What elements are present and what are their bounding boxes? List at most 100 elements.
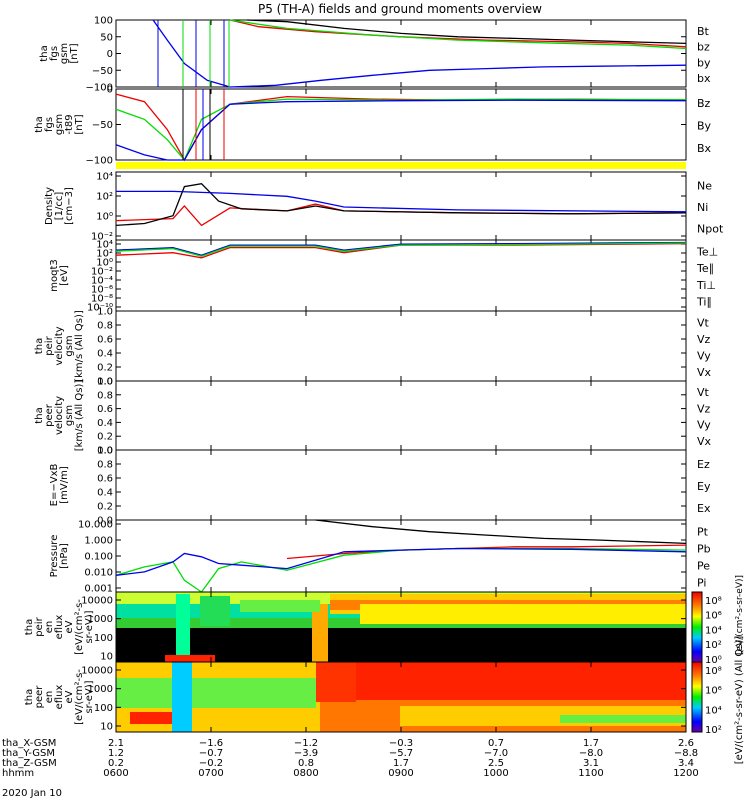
series-Bt — [247, 19, 687, 45]
panel-p5: tha peir velocity gsm [km/s (All Qs)] 1.0 0.8 0… — [34, 307, 712, 388]
colorbar-tick-label: 10² — [705, 640, 722, 651]
y-tick-label: 10⁻⁸ — [91, 294, 113, 305]
y-axis-label: tha — [34, 338, 45, 354]
axis-row-label: tha_Z-GSM — [2, 758, 57, 769]
series-Bx — [115, 99, 687, 161]
axis-row-value: 0.8 — [298, 758, 314, 769]
panel-frame — [115, 380, 687, 451]
y-axis-label: -t89 — [64, 114, 75, 134]
y-axis-label: eflux — [54, 615, 65, 640]
axis-row-value: −1.6 — [199, 738, 223, 749]
y-axis-label: tha — [24, 689, 35, 705]
legend-black: Bt — [697, 25, 710, 38]
legend-blue: Bx — [697, 142, 712, 155]
series-Ne — [115, 203, 687, 227]
y-axis-label: en — [44, 691, 55, 704]
axis-row-value: −5.7 — [389, 748, 413, 759]
y-tick-label: 0.010 — [84, 568, 113, 579]
panel-p7: E=−VxB [mV/m] 1.0 0.8 0.6 0.4 0.2 0.0 Ez Ey Ex — [49, 446, 711, 527]
axis-row-value: 0.7 — [488, 738, 504, 749]
axis-row-value: −1.2 — [294, 738, 318, 749]
y-tick-label: 0.0 — [97, 516, 113, 527]
legend-red: Ez — [697, 458, 710, 471]
legend-red: Bz — [697, 97, 711, 110]
panel-frame — [115, 19, 687, 88]
y-axis-label: sr-eV)] — [84, 680, 95, 713]
axis-row-value: 1.7 — [583, 738, 599, 749]
colorbar-tick-label: 10⁸ — [705, 666, 722, 677]
panel-p10: tha peer en eflux eV [eV/(cm²-s-sr-eV)] 10000 1… — [24, 661, 687, 733]
colorbar-ion — [691, 591, 703, 663]
panel-p2: tha fgs gsm -t89 [nT] 0 −50 −100 Bz By Bx — [34, 85, 712, 167]
y-axis-label: velocity — [54, 326, 65, 365]
y-tick-label: 10⁻² — [91, 267, 113, 278]
y-tick-label: 10⁻⁶ — [91, 285, 113, 296]
colorbar-electron — [691, 661, 703, 733]
legend-blue: Ex — [697, 502, 711, 515]
axis-row-value: 2.6 — [678, 738, 694, 749]
panel-p3: Density [1/cc] [cm−3] 10⁴ 10² 10⁰ 10⁻² Ne Ni Npot — [44, 171, 724, 243]
y-tick-label: 10 — [100, 722, 113, 733]
y-tick-label: 0.0 — [97, 377, 113, 388]
legend-blue: Npot — [697, 222, 724, 235]
y-axis-label: [km/s (All Qs)] — [74, 380, 85, 452]
series-Pe — [115, 547, 687, 593]
y-axis-label: tha — [24, 619, 35, 635]
series-Ni — [115, 183, 687, 227]
y-tick-label: 10⁻² — [91, 232, 113, 243]
y-tick-label: 0.001 — [84, 584, 113, 595]
axis-row-label: hhmm — [2, 768, 34, 779]
panel-frame — [115, 171, 687, 241]
y-axis-label: tha — [34, 116, 45, 132]
y-tick-label: 10² — [96, 249, 113, 260]
colorbar-tick-label: 10⁸ — [705, 596, 722, 607]
colorbar-tick-label: 10² — [705, 725, 722, 736]
axis-row-value: 1000 — [483, 768, 508, 779]
y-tick-label: −100 — [86, 156, 113, 167]
series-Ti∥ — [115, 242, 687, 257]
y-tick-label: 0.4 — [97, 488, 113, 499]
colorbar-ion-label: [eV/(cm²-s-sr-eV)] — [735, 575, 745, 655]
y-tick-label: 100 — [94, 16, 113, 27]
y-tick-label: 1.000 — [84, 536, 113, 547]
legend-green: Vy — [697, 419, 711, 432]
y-axis-label: eV — [64, 690, 75, 703]
y-axis-label: [eV/(cm²-s- — [74, 599, 85, 655]
y-tick-label: 10⁴ — [96, 240, 113, 251]
axis-row-value: −0.7 — [199, 748, 223, 759]
y-axis-label: eflux — [54, 685, 65, 710]
series-Ti⊥ — [115, 241, 687, 256]
y-tick-label: 1000 — [88, 614, 113, 625]
y-tick-label: 100 — [94, 633, 113, 644]
y-axis-label: peer — [34, 685, 45, 709]
axis-row-value: 3.4 — [678, 758, 694, 769]
series-by — [229, 19, 687, 50]
y-axis-label: Density — [44, 187, 55, 225]
axis-row-value: 1.2 — [108, 748, 124, 759]
legend-blue: Vx — [697, 435, 712, 448]
y-tick-label: 0 — [107, 49, 113, 60]
colorbar-ion-ticks: 10⁸ 10⁶ 10⁴ 10² 10⁰ — [705, 596, 722, 666]
y-tick-label: 0.6 — [97, 404, 113, 415]
y-tick-label: 1.0 — [97, 377, 113, 388]
legend-green: by — [697, 56, 711, 69]
legend-red: Te⊥ — [696, 245, 718, 258]
legend-red: Vz — [697, 333, 711, 346]
y-axis-label: gsm — [54, 114, 65, 135]
y-tick-label: 0.4 — [97, 349, 113, 360]
axis-row-label: tha_X-GSM — [2, 738, 56, 749]
y-tick-label: 100 — [94, 703, 113, 714]
legend-blue: Pi — [697, 577, 706, 590]
y-axis-label: peer — [44, 403, 55, 427]
legend-green: By — [697, 120, 712, 133]
legend-red: Vz — [697, 402, 711, 415]
y-tick-label: 0.8 — [97, 460, 113, 471]
y-axis-label: velocity — [54, 396, 65, 435]
y-axis-label: en — [44, 621, 55, 634]
axis-row-value: −8.0 — [579, 748, 603, 759]
legend-black: Pt — [697, 526, 709, 539]
y-tick-label: 10000 — [81, 596, 113, 607]
colorbar-tick-label: 10⁴ — [705, 705, 722, 716]
y-tick-label: 0.8 — [97, 321, 113, 332]
